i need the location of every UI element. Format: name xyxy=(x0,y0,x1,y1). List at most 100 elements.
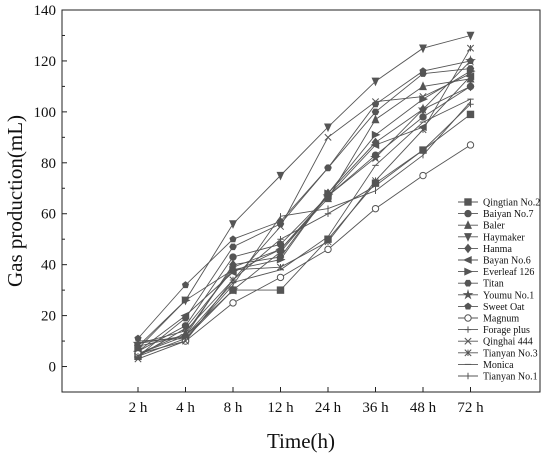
y-tick-label: 20 xyxy=(41,309,56,325)
legend-label: Qinghai 444 xyxy=(483,337,533,348)
legend-marker xyxy=(464,209,472,218)
x-axis: 2 h 4 h 8 h 12 h 24 h 36 h 48 h 72 h xyxy=(129,387,484,416)
legend-item: Tianyan No.3 xyxy=(458,348,538,359)
legend-item: Titan xyxy=(458,279,504,290)
legend-item: Forage plus xyxy=(458,325,530,336)
y-tick-label: 0 xyxy=(49,360,57,376)
series-tianyan-no-1 xyxy=(137,98,471,345)
legend-marker xyxy=(464,302,472,310)
legend-marker xyxy=(464,233,472,242)
legend-label: Titan xyxy=(483,279,504,290)
legend-label: Haymaker xyxy=(483,232,525,243)
legend-item: Qingtian No.2 xyxy=(458,198,540,209)
data-point xyxy=(371,177,380,185)
legend-label: Hanma xyxy=(483,244,512,255)
x-tick-label: 48 h xyxy=(410,400,437,416)
series-youmu-no-1 xyxy=(132,55,476,349)
legend-item: Monica xyxy=(458,360,514,371)
legend-label: Youmu No.1 xyxy=(483,290,534,301)
data-point xyxy=(275,246,286,257)
x-tick-label: 24 h xyxy=(315,400,342,416)
series-line xyxy=(137,47,471,357)
data-point xyxy=(466,44,475,52)
data-point xyxy=(371,77,380,87)
legend-item: Baler xyxy=(458,220,505,232)
legend-marker xyxy=(464,198,472,206)
legend-label: Magnum xyxy=(483,314,519,325)
data-point xyxy=(466,65,475,72)
legend-marker xyxy=(464,243,472,254)
legend-marker xyxy=(464,314,472,322)
data-point xyxy=(181,296,191,305)
data-point xyxy=(371,114,380,124)
data-point xyxy=(466,141,475,149)
y-tick-label: 140 xyxy=(34,3,57,19)
data-point xyxy=(181,324,190,332)
x-tick-label: 8 h xyxy=(224,400,243,416)
x-tick-label: 2 h xyxy=(129,400,148,416)
legend-label: Monica xyxy=(483,360,514,371)
legend-item: Hanma xyxy=(458,243,512,255)
data-point xyxy=(371,204,380,213)
data-point xyxy=(324,245,332,254)
legend-item: Magnum xyxy=(458,314,519,325)
data-point xyxy=(181,281,190,289)
data-point xyxy=(324,164,332,171)
legend-item: Haymaker xyxy=(458,232,525,243)
data-point xyxy=(229,299,237,307)
series-line xyxy=(137,68,471,357)
y-tick-label: 60 xyxy=(41,207,56,223)
y-tick-label: 100 xyxy=(34,105,57,121)
series-line xyxy=(137,101,471,342)
data-point xyxy=(371,108,380,116)
data-point xyxy=(417,103,429,114)
legend-label: Tianyan No.1 xyxy=(483,372,538,383)
data-point xyxy=(419,113,427,121)
legend-label: Baler xyxy=(483,221,505,232)
x-tick-label: 12 h xyxy=(267,400,294,416)
legend-label: Forage plus xyxy=(483,325,530,336)
x-tick-label: 4 h xyxy=(176,400,195,416)
legend-item: Youmu No.1 xyxy=(458,288,534,301)
legend-item: Everleaf 126 xyxy=(458,267,534,278)
x-axis-title: Time(h) xyxy=(267,429,335,453)
legend-label: Sweet Oat xyxy=(483,302,525,313)
series-line xyxy=(137,85,471,355)
series-line xyxy=(137,144,471,355)
data-point xyxy=(322,190,334,201)
data-point xyxy=(419,81,427,91)
data-point xyxy=(419,171,427,180)
legend-marker xyxy=(464,279,472,287)
data-point xyxy=(324,238,332,246)
plot-area xyxy=(61,9,541,393)
series-tianyan-no-3 xyxy=(134,44,475,360)
data-point xyxy=(466,110,475,119)
legend-item: Tianyan No.1 xyxy=(458,372,538,383)
data-point xyxy=(419,67,427,75)
legend-marker xyxy=(464,349,472,357)
series-layer xyxy=(132,31,476,363)
series-line xyxy=(137,98,471,347)
y-tick-label: 80 xyxy=(41,156,56,172)
data-point xyxy=(370,151,381,163)
legend-label: Tianyan No.3 xyxy=(483,348,538,359)
legend-label: Qingtian No.2 xyxy=(483,198,540,209)
data-point xyxy=(466,31,475,41)
data-point xyxy=(324,123,332,133)
plot-border xyxy=(61,9,541,393)
x-tick-label: 36 h xyxy=(362,400,389,416)
data-point xyxy=(324,133,332,141)
series-haymaker xyxy=(134,31,475,354)
y-tick-label: 120 xyxy=(34,54,57,70)
data-point xyxy=(371,98,380,106)
data-point xyxy=(181,314,190,322)
y-tick-label: 40 xyxy=(41,258,56,274)
data-point xyxy=(419,126,427,134)
series-line xyxy=(137,60,471,345)
data-point xyxy=(277,236,284,243)
data-point xyxy=(276,255,286,264)
legend-item: Qinghai 444 xyxy=(458,337,533,348)
legend-marker xyxy=(464,220,472,229)
legend-label: Everleaf 126 xyxy=(483,267,534,278)
